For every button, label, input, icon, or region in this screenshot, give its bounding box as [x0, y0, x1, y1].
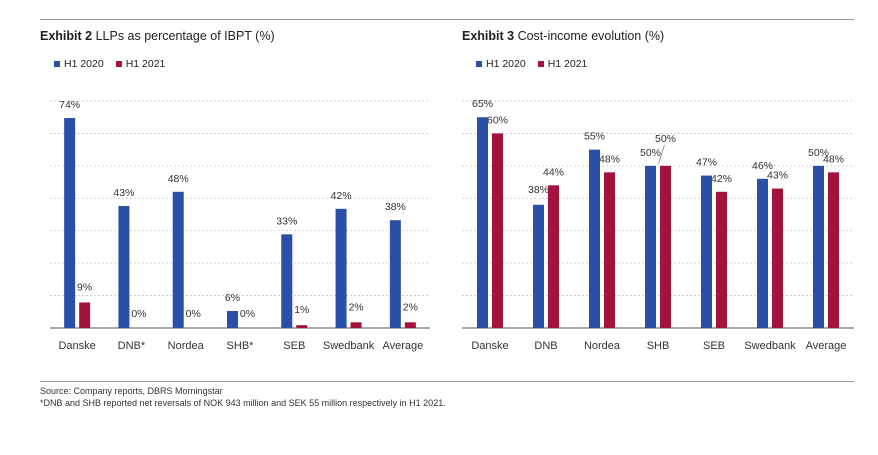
data-label: 48% — [823, 153, 844, 165]
exhibit-2-chart: 74%9%Danske43%0%DNB*48%0%Nordea6%0%SHB*3… — [50, 99, 430, 352]
data-label: 50% — [640, 147, 661, 159]
data-label: 38% — [528, 184, 549, 196]
legend-swatch-h1-2020 — [476, 61, 482, 67]
data-label: 2% — [403, 301, 418, 313]
exhibit-2-panel: Exhibit 2 LLPs as percentage of IBPT (%)… — [40, 20, 440, 360]
data-label: 1% — [294, 304, 309, 316]
bar-h1-2020 — [281, 234, 293, 328]
data-label: 2% — [348, 301, 363, 313]
category-label: Swedbank — [323, 340, 375, 352]
bar-h1-2020 — [64, 118, 76, 329]
legend-item-h1-2020: H1 2020 — [476, 58, 526, 70]
bar-h1-2021 — [79, 302, 91, 328]
data-label: 48% — [599, 153, 620, 165]
data-label: 0% — [186, 308, 201, 320]
category-label: Nordea — [168, 340, 205, 352]
bar-h1-2021 — [350, 322, 362, 328]
chart-title: Exhibit 2 LLPs as percentage of IBPT (%) — [40, 29, 275, 43]
legend-label: H1 2020 — [486, 58, 526, 70]
legend-label: H1 2021 — [125, 58, 166, 70]
exhibit-3-chart: 65% 60% Danske 38% 44% DNB 55% 48% Nordea 50% 50% S… — [462, 98, 854, 352]
legend-swatch-h1-2020 — [54, 61, 60, 67]
exhibit-title: LLPs as percentage of IBPT (%) — [95, 29, 275, 43]
category-label: DNB* — [118, 340, 146, 352]
data-label: 50% — [808, 147, 829, 159]
category-label: SHB — [647, 340, 670, 352]
bar-h1-2020 — [645, 165, 656, 328]
data-label: 43% — [113, 187, 134, 199]
bar-h1-2020 — [533, 204, 544, 328]
label-leader-line — [658, 144, 665, 164]
data-label: 46% — [752, 160, 773, 172]
data-label: 48% — [168, 173, 189, 185]
bar-h1-2020 — [389, 220, 401, 328]
data-label: 60% — [487, 114, 508, 126]
category-label: SHB* — [227, 340, 255, 352]
legend: H1 2020 H1 2021 — [54, 58, 165, 70]
data-label: 65% — [472, 98, 493, 110]
category-label: Average — [806, 340, 847, 352]
data-label: 43% — [767, 170, 788, 182]
bar-h1-2020 — [813, 165, 824, 328]
chart-title: Exhibit 3 Cost-income evolution (%) — [462, 29, 664, 43]
bar-h1-2021 — [604, 172, 615, 328]
data-label: 74% — [59, 99, 80, 111]
reversal-note: *DNB and SHB reported net reversals of N… — [40, 398, 446, 408]
legend-label: H1 2021 — [547, 58, 588, 70]
data-label: 55% — [584, 131, 605, 143]
bar-h1-2021 — [492, 133, 503, 328]
category-label: SEB — [703, 340, 725, 352]
category-label: DNB — [534, 340, 557, 352]
category-label: Danske — [471, 340, 508, 352]
bar-h1-2020 — [701, 175, 712, 328]
bar-h1-2020 — [589, 149, 600, 328]
data-label: 44% — [543, 166, 564, 178]
data-label: 42% — [331, 190, 352, 202]
data-label: 38% — [385, 201, 406, 213]
bar-h1-2020 — [757, 178, 768, 328]
exhibit-number: Exhibit 2 — [40, 29, 93, 43]
data-label: 0% — [240, 308, 255, 320]
category-label: Swedbank — [744, 340, 796, 352]
data-label: 0% — [131, 308, 146, 320]
legend: H1 2020 H1 2021 — [476, 58, 587, 70]
bar-h1-2021 — [660, 165, 671, 328]
exhibit-3-panel: Exhibit 3 Cost-income evolution (%) H1 2… — [462, 20, 854, 360]
bar-h1-2020 — [227, 310, 238, 328]
data-label: 50% — [655, 133, 676, 145]
category-label: Danske — [58, 340, 95, 352]
data-label: 6% — [225, 292, 240, 304]
data-label: 33% — [276, 215, 297, 227]
data-label: 9% — [77, 281, 92, 293]
legend-label: H1 2020 — [64, 58, 104, 70]
bar-h1-2020 — [335, 208, 347, 328]
bottom-rule — [40, 381, 854, 382]
legend-swatch-h1-2021 — [537, 61, 544, 67]
data-label: 42% — [711, 173, 732, 185]
data-label: 47% — [696, 157, 717, 169]
exhibit-title: Cost-income evolution (%) — [517, 29, 665, 43]
category-label: Average — [382, 340, 423, 352]
bar-h1-2021 — [296, 325, 308, 328]
bar-h1-2021 — [716, 191, 727, 328]
top-rule — [40, 19, 854, 20]
footnotes: Source: Company reports, DBRS Morningsta… — [40, 385, 446, 409]
source-note: Source: Company reports, DBRS Morningsta… — [40, 386, 223, 396]
bar-h1-2021 — [548, 185, 559, 328]
legend-item-h1-2021: H1 2021 — [115, 58, 166, 70]
bar-h1-2020 — [477, 117, 488, 328]
exhibit-number: Exhibit 3 — [462, 29, 515, 43]
legend-item-h1-2020: H1 2020 — [54, 58, 104, 70]
bar-h1-2021 — [828, 172, 839, 328]
category-label: Nordea — [584, 340, 621, 352]
bar-h1-2020 — [172, 191, 184, 328]
bar-h1-2021 — [404, 322, 416, 328]
legend-item-h1-2021: H1 2021 — [537, 58, 588, 70]
bar-h1-2021 — [772, 188, 783, 328]
category-label: SEB — [283, 340, 305, 352]
bar-h1-2020 — [118, 205, 130, 328]
legend-swatch-h1-2021 — [115, 61, 122, 67]
